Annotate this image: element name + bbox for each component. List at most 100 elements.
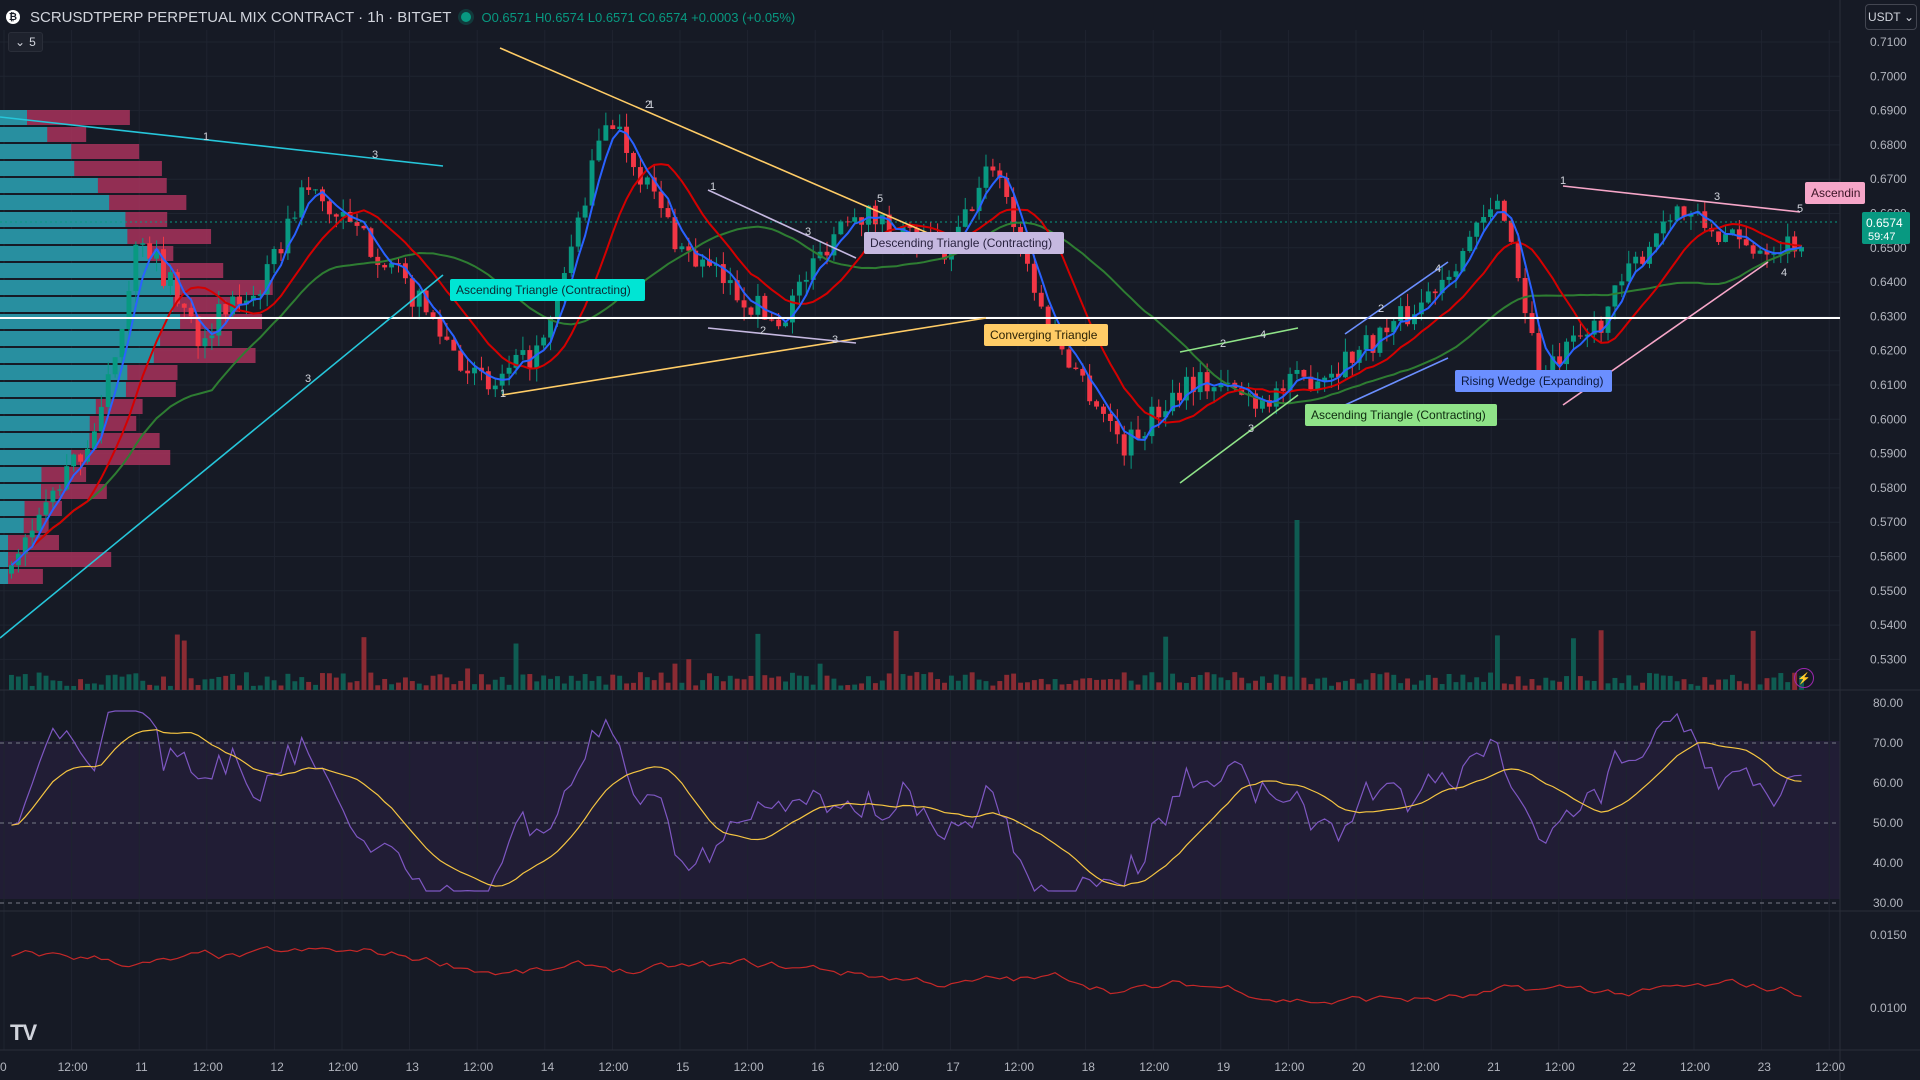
- candle-body: [1418, 302, 1424, 315]
- candle-body: [741, 300, 747, 308]
- pivot-number: 3: [305, 373, 311, 385]
- candle-body: [167, 272, 173, 286]
- candle-body: [154, 249, 160, 259]
- candle-body: [1190, 376, 1196, 393]
- candle-body: [1266, 400, 1272, 407]
- candle-body: [1653, 233, 1659, 247]
- volume-bar: [126, 674, 132, 690]
- volume-bar: [603, 684, 609, 690]
- volume-bar: [1488, 672, 1493, 690]
- symbol-title[interactable]: SCRUSDTPERP PERPETUAL MIX CONTRACT · 1h …: [30, 8, 452, 26]
- volume-bar: [1004, 674, 1010, 690]
- candle-body: [1197, 372, 1203, 393]
- ma-fast-line: [10, 129, 1802, 566]
- volume-bar: [1446, 673, 1452, 690]
- candle-body: [1598, 320, 1604, 333]
- candle-body: [195, 316, 201, 347]
- volume-profile-bar: [0, 382, 126, 397]
- volume-bar: [1660, 675, 1666, 690]
- volume-bar: [1619, 683, 1625, 690]
- volume-bar: [658, 672, 664, 690]
- volume-profile-bar: [0, 433, 90, 448]
- volume-bar: [817, 663, 823, 690]
- volume-bar: [1059, 684, 1065, 690]
- volume-bar: [617, 675, 623, 690]
- volume-bar: [831, 678, 837, 690]
- candle-body: [534, 345, 540, 369]
- volume-bar: [1142, 675, 1148, 690]
- candle-body: [78, 454, 84, 462]
- volume-bar: [181, 640, 187, 690]
- pattern-label[interactable]: Descending Triangle (Contracting): [864, 232, 1064, 254]
- time-axis-label: 12:00: [58, 1060, 88, 1074]
- high-value: H0.6574: [534, 9, 585, 25]
- volume-bar: [423, 685, 429, 690]
- volume-bar: [1045, 684, 1051, 690]
- time-axis-label: 20: [1352, 1060, 1366, 1074]
- pattern-label[interactable]: Converging Triangle: [984, 324, 1108, 346]
- candle-body: [1280, 388, 1286, 391]
- candle-body: [1494, 200, 1500, 210]
- candle-body: [1571, 335, 1576, 342]
- candle-body: [1764, 250, 1770, 255]
- volume-bar: [1114, 679, 1120, 690]
- pattern-trendline: [707, 327, 857, 344]
- volume-profile-bar: [0, 297, 174, 312]
- volume-profile-bar: [0, 535, 8, 550]
- volume-bar: [1501, 683, 1507, 690]
- rsi-pane: [0, 710, 1840, 904]
- currency-select[interactable]: USDT ⌄: [1865, 4, 1917, 30]
- candle-body: [1453, 271, 1459, 277]
- candle-body: [472, 367, 477, 374]
- volume-bar: [1598, 630, 1604, 690]
- volume-bar: [458, 680, 464, 690]
- candle-body: [1667, 220, 1673, 222]
- volume-bar: [707, 673, 712, 690]
- pattern-label[interactable]: Rising Wedge (Expanding): [1455, 370, 1612, 392]
- candle-body: [748, 307, 754, 315]
- pattern-label-text: Converging Triangle: [990, 328, 1098, 342]
- pattern-label[interactable]: Ascending Triangle (Contracting): [1305, 404, 1497, 426]
- volume-bar: [499, 676, 505, 690]
- volume-bar: [810, 684, 816, 690]
- volume-bar: [1363, 679, 1369, 690]
- volume-profile-bar: [0, 280, 181, 295]
- candle-body: [1405, 306, 1411, 325]
- candle-body: [1432, 291, 1438, 294]
- volume-bar: [1432, 677, 1438, 690]
- time-axis-label: 23: [1758, 1060, 1772, 1074]
- volume-bar: [1101, 679, 1106, 690]
- volume-bar: [928, 672, 934, 690]
- lightning-icon[interactable]: ⚡: [1794, 668, 1814, 688]
- candle-body: [783, 322, 789, 327]
- volume-bar: [402, 677, 408, 690]
- volume-bar: [872, 683, 878, 690]
- volume-bar: [886, 673, 892, 690]
- market-status-icon[interactable]: [461, 12, 472, 22]
- volume-profile-bar: [0, 365, 128, 380]
- candle-body: [285, 218, 291, 254]
- candle-body: [1716, 231, 1722, 242]
- candle-body: [1204, 372, 1210, 392]
- tradingview-logo[interactable]: TV: [10, 1020, 37, 1045]
- volume-bar: [472, 684, 477, 690]
- candle-body: [1481, 217, 1487, 223]
- volume-bar: [1640, 682, 1646, 690]
- pattern-trendline: [1344, 261, 1449, 335]
- price-axis-label: 0.5500: [1870, 584, 1907, 598]
- volume-profile-bar: [0, 127, 48, 142]
- pattern-trendline: [499, 47, 945, 241]
- price-axis-label: 0.5700: [1870, 515, 1907, 529]
- candle-body: [624, 126, 630, 153]
- candle-body: [485, 371, 491, 390]
- indicators-toggle-button[interactable]: ⌄ 5: [8, 32, 43, 52]
- volume-bar: [859, 683, 865, 690]
- candle-body: [575, 217, 581, 247]
- candle-body: [396, 263, 401, 265]
- candle-body: [1771, 253, 1777, 255]
- pattern-label[interactable]: Ascending Triangle (Contracting): [450, 279, 645, 301]
- candle-body: [962, 209, 968, 227]
- pattern-label[interactable]: Ascendin: [1805, 182, 1865, 204]
- volume-bar: [112, 674, 118, 690]
